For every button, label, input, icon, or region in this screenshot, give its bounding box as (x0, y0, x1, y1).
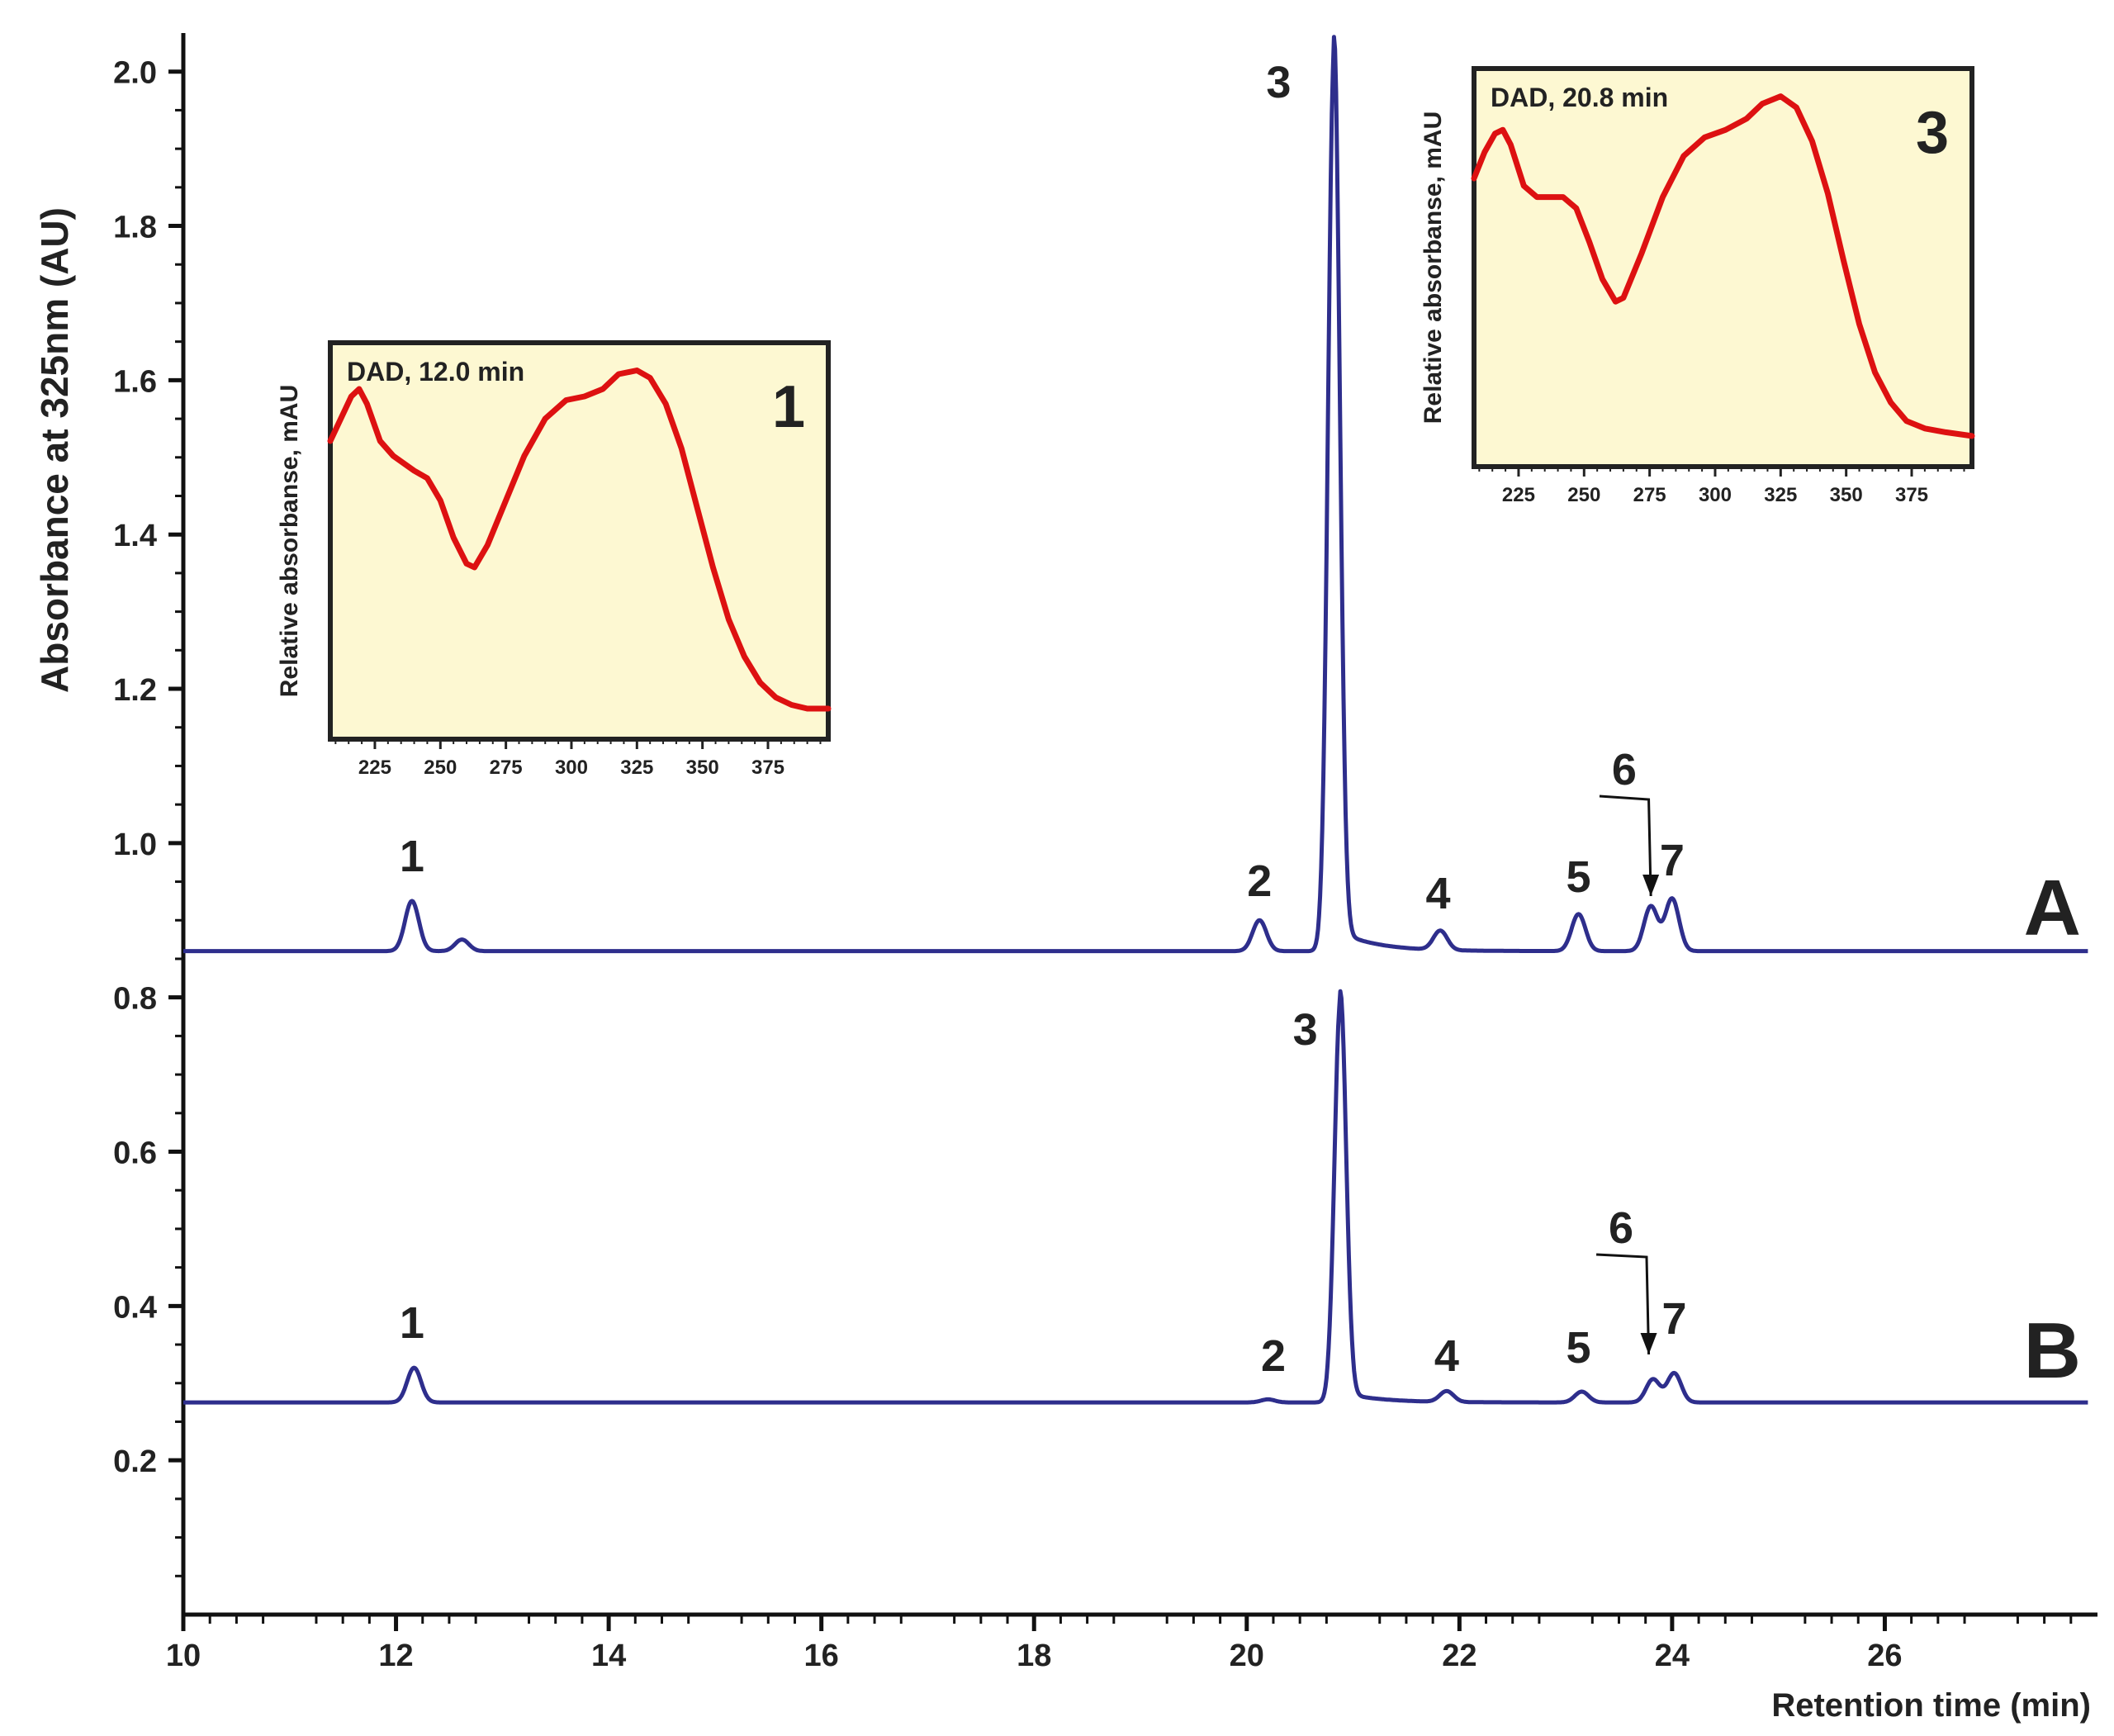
peak-label: 1 (400, 832, 424, 881)
peak-label: 6 (1609, 1203, 1633, 1253)
peak-6-arrowhead (1642, 875, 1660, 896)
series-name-a: A (2024, 864, 2081, 952)
inset-tick-label: 225 (358, 757, 391, 779)
x-tick-label: 16 (804, 1639, 839, 1673)
peak-label: 4 (1434, 1331, 1459, 1381)
inset-y-axis-title: Relative absorbanse, mAU (276, 385, 303, 697)
series-name-b: B (2024, 1307, 2081, 1395)
inset-peak-number: 3 (1916, 100, 1949, 166)
peak-label: 2 (1261, 1331, 1286, 1381)
inset-tick-label: 350 (686, 757, 719, 779)
x-tick-label: 22 (1442, 1639, 1476, 1673)
y-tick-label: 1.4 (113, 519, 157, 553)
peak-label: 6 (1612, 745, 1637, 794)
x-tick-label: 24 (1655, 1639, 1690, 1673)
inset-tick-label: 325 (620, 757, 653, 779)
inset-y-axis-title: Relative absorbanse, mAU (1420, 111, 1447, 424)
y-tick-label: 0.8 (113, 982, 157, 1017)
inset-tick-label: 300 (555, 757, 588, 779)
inset-tick-label: 375 (1895, 484, 1928, 506)
inset-spectrum-line (1471, 93, 1975, 439)
y-tick-label: 0.2 (113, 1444, 157, 1479)
y-tick-label: 2.0 (113, 56, 157, 91)
y-tick-label: 0.4 (113, 1290, 157, 1325)
peak-6-arrow (1596, 1253, 1651, 1355)
inset-tick-label: 375 (751, 757, 784, 779)
inset-tick-label: 225 (1502, 484, 1535, 506)
peak-label: 7 (1661, 1294, 1686, 1344)
inset-tick-label: 250 (1567, 484, 1600, 506)
inset-frame (328, 340, 831, 742)
peak-label: 5 (1567, 1323, 1591, 1373)
inset-spectrum-line (327, 368, 832, 712)
inset-tick-label: 300 (1699, 484, 1732, 506)
inset-tick-label: 275 (490, 757, 523, 779)
inset-title: DAD, 20.8 min (1491, 83, 1668, 112)
peak-label: 3 (1266, 58, 1291, 107)
x-tick-label: 12 (378, 1639, 413, 1673)
x-tick-label: 14 (591, 1639, 626, 1673)
y-tick-label: 1.6 (113, 364, 157, 399)
inset-spectrum-1: 225 250 275 300 325 350 375 DAD, 12.0 min 1 Relat… (276, 340, 832, 779)
peak-6-arrow (1599, 794, 1652, 897)
inset-peak-number: 1 (772, 374, 805, 440)
inset-tick-label: 275 (1633, 484, 1666, 506)
peak-label: 5 (1567, 852, 1591, 902)
y-tick-label: 1.2 (113, 673, 157, 708)
main-axes (181, 33, 2097, 1617)
inset-tick-label: 325 (1764, 484, 1797, 506)
series-line-b (182, 989, 2089, 1405)
x-tick-label: 10 (166, 1639, 201, 1673)
peak-label: 1 (400, 1298, 424, 1348)
x-tick-label: 26 (1867, 1639, 1902, 1673)
y-tick-label: 1.8 (113, 211, 157, 245)
peak-label: 3 (1293, 1005, 1318, 1055)
x-axis-title: Retention time (min) (1771, 1687, 2091, 1724)
main-ticks: 0.20.40.60.81.01.21.41.61.82.010 12 14 16 18… (113, 56, 2073, 1673)
x-tick-label: 20 (1230, 1639, 1264, 1673)
inset-tick-label: 250 (424, 757, 457, 779)
inset-title: DAD, 12.0 min (347, 357, 524, 387)
inset-tick-label: 350 (1830, 484, 1863, 506)
inset-spectrum-2: 225 250 275 300 325 350 375 DAD, 20.8 min 3 Relat… (1420, 66, 1975, 506)
y-tick-label: 0.6 (113, 1136, 157, 1171)
peak-label: 2 (1247, 856, 1272, 906)
y-tick-label: 1.0 (113, 828, 157, 862)
peak-6-arrowhead (1640, 1333, 1657, 1354)
peak-label: 7 (1660, 836, 1685, 885)
x-tick-label: 18 (1017, 1639, 1051, 1673)
series-line-a (182, 35, 2089, 954)
peak-label: 4 (1426, 869, 1451, 918)
y-axis-title: Absorbance at 325nm (AU) (33, 207, 76, 693)
